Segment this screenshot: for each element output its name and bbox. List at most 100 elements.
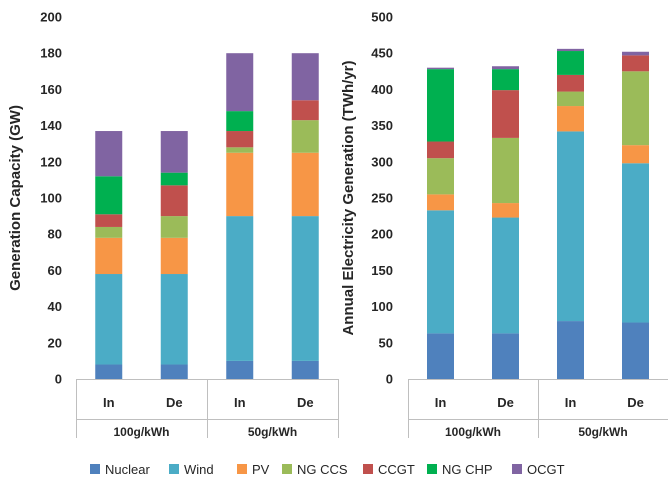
legend-swatch [282, 464, 292, 474]
bar-segment-wind [427, 210, 454, 334]
x-tick-label: De [297, 395, 314, 410]
bar-segment-ocgt [226, 53, 254, 112]
legend-label: OCGT [527, 462, 565, 477]
bar-segment-nuclear [160, 364, 188, 379]
bar-segment-ng-chp [557, 51, 584, 75]
y-tick-label: 180 [40, 46, 62, 61]
bar-segment-ccgt [492, 90, 519, 138]
x-tick-label: In [103, 395, 115, 410]
bar-segment-ccgt [622, 55, 649, 72]
bar-segment-ng-ccs [226, 147, 254, 153]
y-tick-label: 250 [371, 191, 393, 206]
bar-segment-nuclear [427, 333, 454, 379]
group-label: 100g/kWh [113, 425, 169, 439]
bar-segment-ocgt [492, 66, 519, 70]
legend-label: NG CHP [442, 462, 493, 477]
bar-segment-wind [95, 274, 123, 365]
legend-swatch [427, 464, 437, 474]
bar-segment-ccgt [226, 131, 254, 148]
y-tick-label: 100 [371, 299, 393, 314]
bar-segment-ocgt [160, 131, 188, 173]
y-tick-label: 500 [371, 10, 393, 25]
bar-segment-ng-ccs [95, 226, 123, 238]
legend: Nuclear Wind PV NG CCS CCGT NG CHP OCGT [90, 462, 565, 477]
y-tick-label: 300 [371, 154, 393, 169]
y-tick-label: 160 [40, 82, 62, 97]
bar-segment-ng-chp [226, 111, 254, 132]
bar-segment-nuclear [226, 360, 254, 379]
bar-segment-wind [226, 216, 254, 361]
legend-label: NG CCS [297, 462, 348, 477]
y-tick-label: 80 [48, 227, 62, 242]
y-tick-label: 40 [48, 299, 62, 314]
legend-swatch [363, 464, 373, 474]
y-tick-label: 150 [371, 263, 393, 278]
bar-segment-ccgt [557, 74, 584, 92]
bar-segment-wind [622, 163, 649, 323]
x-tick-label: In [435, 395, 447, 410]
bar-segment-pv [291, 152, 319, 217]
bar-segment-ccgt [160, 185, 188, 217]
y-tick-label: 0 [386, 372, 393, 387]
bar-segment-pv [427, 194, 454, 211]
bar-segment-pv [160, 237, 188, 275]
legend-swatch [512, 464, 522, 474]
x-tick-label: In [565, 395, 577, 410]
bar-segment-wind [492, 217, 519, 334]
y-tick-label: 50 [379, 335, 393, 350]
y-tick-label: 350 [371, 118, 393, 133]
bar-segment-ccgt [427, 141, 454, 159]
bar-segment-pv [492, 203, 519, 218]
bar-segment-ng-ccs [291, 120, 319, 153]
legend-label: PV [252, 462, 270, 477]
bar-segment-pv [622, 145, 649, 164]
group-label: 50g/kWh [248, 425, 297, 439]
bar-segment-ocgt [427, 67, 454, 70]
bar-segment-ocgt [95, 131, 123, 177]
x-tick-label: In [234, 395, 246, 410]
legend-label: Nuclear [105, 462, 150, 477]
bar-segment-nuclear [492, 333, 519, 379]
group-label: 100g/kWh [445, 425, 501, 439]
capacity-chart: Generation Capacity (GW) 0 20 40 60 80 100 120 1… [7, 10, 339, 439]
y-tick-label: 20 [48, 335, 62, 350]
legend-label: Wind [184, 462, 214, 477]
bar-segment-ng-chp [492, 69, 519, 91]
y-tick-label: 200 [371, 227, 393, 242]
bar-segment-wind [160, 274, 188, 365]
y-tick-label: 140 [40, 118, 62, 133]
bar-segment-ccgt [95, 214, 123, 227]
bar-segment-wind [291, 216, 319, 361]
group-label: 50g/kWh [578, 425, 627, 439]
bar-segment-ng-ccs [622, 71, 649, 146]
bar-segment-ocgt [557, 48, 584, 52]
x-tick-label: De [497, 395, 514, 410]
x-tick-label: De [627, 395, 644, 410]
bar-segment-nuclear [557, 321, 584, 379]
bar-segment-ng-ccs [557, 91, 584, 107]
bar-segment-ng-ccs [160, 216, 188, 238]
bar-segment-ocgt [622, 51, 649, 56]
bar-segment-ccgt [291, 100, 319, 121]
y-tick-label: 200 [40, 10, 62, 25]
bar-segment-ng-chp [427, 69, 454, 142]
bar-segment-wind [557, 131, 584, 322]
generation-chart: Annual Electricity Generation (TWh/yr) 0 5… [340, 10, 668, 439]
bar-segment-ng-chp [160, 172, 188, 186]
bar-segment-pv [557, 106, 584, 132]
legend-label: CCGT [378, 462, 415, 477]
legend-swatch [169, 464, 179, 474]
bar-segment-ocgt [291, 53, 319, 101]
y-tick-label: 0 [55, 372, 62, 387]
legend-swatch [237, 464, 247, 474]
bar-segment-ng-chp [95, 176, 123, 215]
bar-segment-nuclear [291, 360, 319, 379]
y-tick-label: 100 [40, 191, 62, 206]
bar-segment-ng-ccs [492, 137, 519, 204]
bar-segment-ng-ccs [427, 158, 454, 195]
y-tick-label: 400 [371, 82, 393, 97]
y-tick-label: 120 [40, 154, 62, 169]
y-axis-label: Annual Electricity Generation (TWh/yr) [340, 60, 357, 335]
bar-segment-nuclear [622, 322, 649, 379]
